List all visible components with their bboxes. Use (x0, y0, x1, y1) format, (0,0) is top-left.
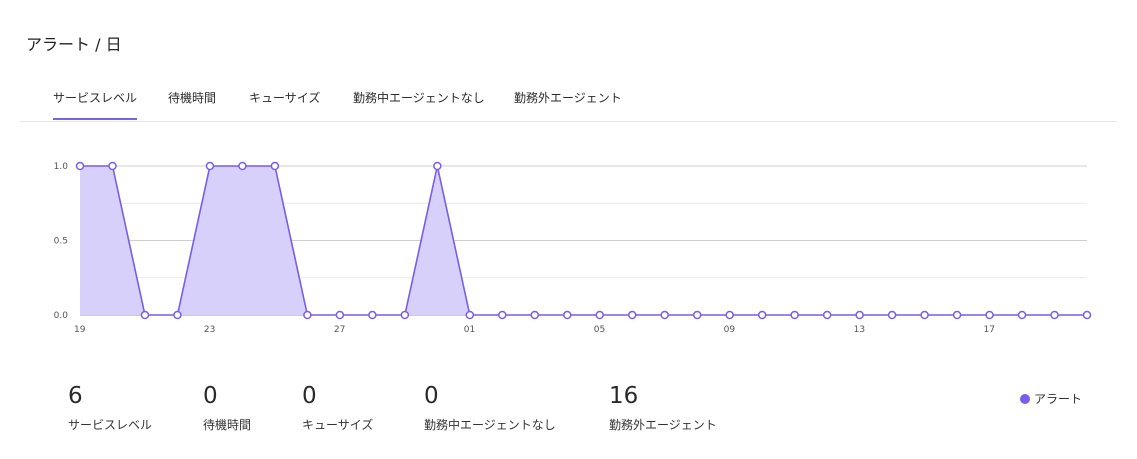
stat-service-level: 6 サービスレベル (68, 381, 152, 433)
data-point[interactable] (627, 310, 637, 320)
alerts-area-chart: 0.0 0.5 1.0 19 23 27 01 05 09 13 17 (54, 161, 1092, 335)
stat-label: 勤務中エージェントなし (424, 418, 556, 432)
stat-value: 0 (424, 383, 439, 409)
data-point[interactable] (660, 310, 669, 320)
data-point[interactable] (530, 310, 540, 320)
tab-no-agents-on-duty[interactable]: 勤務中エージェントなし (353, 91, 485, 105)
data-point[interactable] (205, 161, 215, 171)
legend-dot-icon (1020, 394, 1030, 404)
data-point[interactable] (238, 161, 247, 171)
x-tick-label: 09 (724, 325, 736, 335)
data-point[interactable] (692, 310, 702, 320)
stat-value: 0 (203, 383, 218, 409)
data-point[interactable] (108, 161, 117, 171)
data-point[interactable] (303, 310, 312, 320)
x-tick-label: 27 (334, 325, 345, 335)
data-point[interactable] (1050, 310, 1059, 320)
tab-wait-time[interactable]: 待機時間 (168, 91, 217, 105)
tab-queue-size[interactable]: キューサイズ (249, 91, 321, 105)
series-area (80, 166, 1087, 315)
stat-value: 0 (302, 383, 317, 409)
stat-label: キューサイズ (302, 418, 374, 432)
x-tick-label: 23 (204, 325, 215, 335)
data-point[interactable] (465, 310, 475, 320)
data-point[interactable] (920, 310, 929, 320)
data-point[interactable] (433, 161, 442, 171)
x-tick-label: 01 (464, 325, 475, 335)
x-tick-label: 13 (854, 325, 865, 335)
data-point[interactable] (1017, 310, 1027, 320)
tab-agents-off-duty[interactable]: 勤務外エージェント (514, 91, 622, 105)
y-tick-label: 0.0 (54, 311, 69, 321)
tab-service-level[interactable]: サービスレベル (53, 91, 138, 120)
data-point[interactable] (75, 161, 85, 171)
data-point[interactable] (985, 310, 994, 320)
data-point[interactable] (790, 310, 799, 320)
data-point[interactable] (822, 310, 832, 320)
x-tick-label: 05 (594, 325, 605, 335)
stat-agents-off-duty: 16 勤務外エージェント (609, 381, 717, 433)
data-point[interactable] (725, 310, 734, 320)
stat-value: 16 (609, 383, 639, 409)
stat-wait-time: 0 待機時間 (203, 381, 251, 433)
chart-legend[interactable]: アラート (1020, 390, 1082, 407)
legend-label: アラート (1034, 392, 1083, 406)
stat-no-agents-on-duty: 0 勤務中エージェントなし (424, 381, 556, 433)
y-tick-label: 0.5 (54, 237, 68, 247)
stat-label: 待機時間 (203, 418, 252, 432)
data-point[interactable] (173, 310, 182, 320)
stat-label: サービスレベル (68, 418, 153, 432)
data-point[interactable] (855, 310, 864, 320)
data-point[interactable] (757, 310, 767, 320)
data-point[interactable] (335, 310, 345, 320)
stat-label: 勤務外エージェント (609, 418, 717, 432)
page-title: アラート / 日 (26, 35, 122, 54)
y-tick-label: 1.0 (54, 162, 69, 172)
tab-bar: サービスレベル 待機時間 キューサイズ 勤務中エージェントなし 勤務外エージェン… (20, 80, 1117, 122)
x-tick-label: 17 (984, 325, 995, 335)
data-point[interactable] (887, 310, 897, 320)
data-point[interactable] (140, 310, 150, 320)
data-point[interactable] (400, 310, 410, 320)
data-point[interactable] (952, 310, 962, 320)
stat-value: 6 (68, 383, 83, 409)
data-point[interactable] (595, 310, 604, 320)
data-point[interactable] (368, 310, 377, 320)
x-tick-label: 19 (74, 325, 86, 335)
data-point[interactable] (498, 310, 507, 320)
series-line (80, 165, 1087, 316)
data-point[interactable] (563, 310, 572, 320)
data-point[interactable] (1082, 310, 1092, 320)
stat-queue-size: 0 キューサイズ (302, 381, 373, 433)
data-point[interactable] (270, 161, 280, 171)
